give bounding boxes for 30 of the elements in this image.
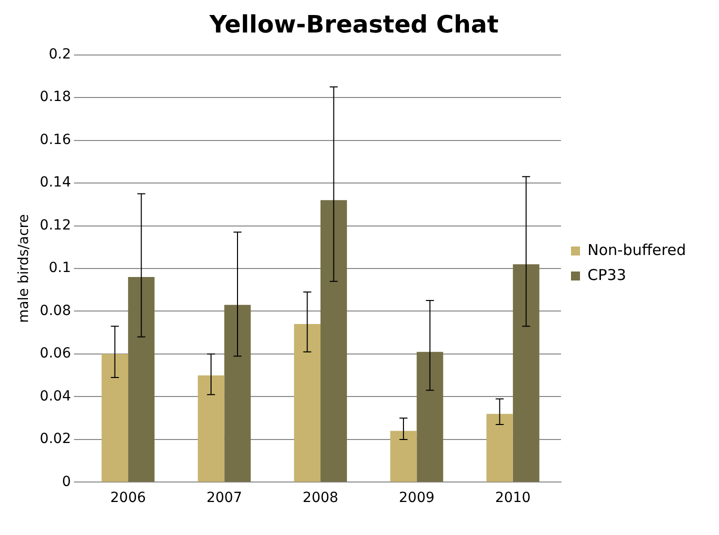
bar [198,375,224,482]
bar [102,354,128,482]
y-tick-label: 0 [62,474,71,490]
x-tick-label: 2008 [302,490,338,506]
bar [416,352,444,482]
y-tick-label: 0.04 [40,388,72,404]
y-tick-label: 0.12 [40,217,71,234]
bar [224,304,251,482]
legend-label: CP33 [588,266,626,284]
x-tick-label: 2009 [398,490,435,506]
y-tick-label: 0.02 [40,431,71,448]
bar [128,277,155,482]
legend-label: Non-buffered [588,240,686,259]
bar [512,264,540,482]
x-tick-label: 2007 [206,490,242,506]
y-axis-title: male birds/acre [16,214,32,323]
y-tick-label: 0.16 [40,132,72,148]
y-tick-label: 0.2 [48,46,71,62]
y-tick-label: 0.1 [48,260,71,276]
y-tick-label: 0.08 [40,302,71,319]
y-tick-label: 0.18 [40,89,71,106]
x-tick-label: 2010 [495,490,531,506]
bar [294,324,320,482]
bar [390,430,417,482]
y-tick-label: 0.06 [40,346,72,362]
chart-title: Yellow-Breasted Chat [208,10,499,39]
y-tick-label: 0.14 [40,174,72,191]
x-tick-label: 2006 [110,490,146,506]
bar [486,414,513,482]
bar [320,200,347,482]
